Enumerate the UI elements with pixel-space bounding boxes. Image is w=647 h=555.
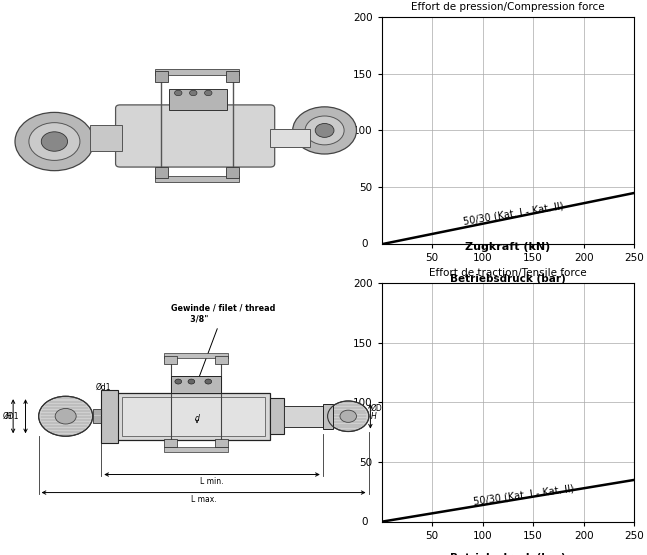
Bar xyxy=(270,129,310,147)
Bar xyxy=(93,410,102,423)
FancyBboxPatch shape xyxy=(215,439,228,447)
Text: L min.: L min. xyxy=(201,477,224,486)
Circle shape xyxy=(15,112,94,170)
Bar xyxy=(90,125,122,151)
Text: L max.: L max. xyxy=(191,495,216,503)
Bar xyxy=(270,398,285,434)
Circle shape xyxy=(39,396,93,436)
FancyBboxPatch shape xyxy=(215,356,228,364)
Text: Pression de service/Operating pressure: Pression de service/Operating pressure xyxy=(406,299,610,309)
Circle shape xyxy=(188,379,195,384)
Bar xyxy=(102,390,118,443)
Bar xyxy=(285,406,323,427)
Circle shape xyxy=(340,410,356,422)
Text: H: H xyxy=(370,412,376,421)
Circle shape xyxy=(204,90,212,95)
Text: Gewinde / filet / thread
       3/8": Gewinde / filet / thread 3/8" xyxy=(171,304,275,389)
Circle shape xyxy=(205,379,212,384)
Circle shape xyxy=(305,116,344,145)
Text: 50/30 (Kat. I - Kat. II): 50/30 (Kat. I - Kat. II) xyxy=(463,200,564,226)
FancyBboxPatch shape xyxy=(116,105,275,167)
Circle shape xyxy=(292,107,356,154)
Text: ØD: ØD xyxy=(370,403,382,412)
Bar xyxy=(164,447,228,452)
Bar xyxy=(122,397,265,436)
FancyBboxPatch shape xyxy=(226,167,239,178)
Text: d: d xyxy=(195,414,199,423)
Bar xyxy=(171,376,221,393)
Circle shape xyxy=(29,123,80,160)
Circle shape xyxy=(41,132,67,151)
Bar xyxy=(116,393,270,440)
FancyBboxPatch shape xyxy=(164,439,177,447)
Text: 50/30 (Kat. I - Kat. II): 50/30 (Kat. I - Kat. II) xyxy=(472,483,575,506)
Circle shape xyxy=(190,90,197,95)
Text: Zugkraft (kN): Zugkraft (kN) xyxy=(465,242,551,252)
FancyBboxPatch shape xyxy=(155,167,168,178)
Text: H: H xyxy=(5,412,11,421)
Text: Betriebsdruck (bar): Betriebsdruck (bar) xyxy=(450,274,565,284)
Circle shape xyxy=(315,124,334,138)
Text: Effort de traction/Tensile force: Effort de traction/Tensile force xyxy=(429,268,587,278)
Bar xyxy=(164,353,228,358)
Circle shape xyxy=(55,408,76,424)
Text: Ød1: Ød1 xyxy=(96,383,111,392)
FancyBboxPatch shape xyxy=(155,71,168,82)
Text: Betriebsdruck (bar): Betriebsdruck (bar) xyxy=(450,553,565,555)
FancyBboxPatch shape xyxy=(169,89,227,110)
Text: 0: 0 xyxy=(362,517,368,527)
Circle shape xyxy=(327,401,369,432)
Circle shape xyxy=(175,379,182,384)
Text: ØD1: ØD1 xyxy=(3,412,19,421)
Circle shape xyxy=(175,90,182,95)
FancyBboxPatch shape xyxy=(226,71,239,82)
Text: 0: 0 xyxy=(362,239,368,249)
Bar xyxy=(155,69,239,75)
Bar xyxy=(323,404,333,428)
FancyBboxPatch shape xyxy=(164,356,177,364)
Text: Effort de pression/Compression force: Effort de pression/Compression force xyxy=(411,2,605,12)
Bar xyxy=(155,175,239,182)
